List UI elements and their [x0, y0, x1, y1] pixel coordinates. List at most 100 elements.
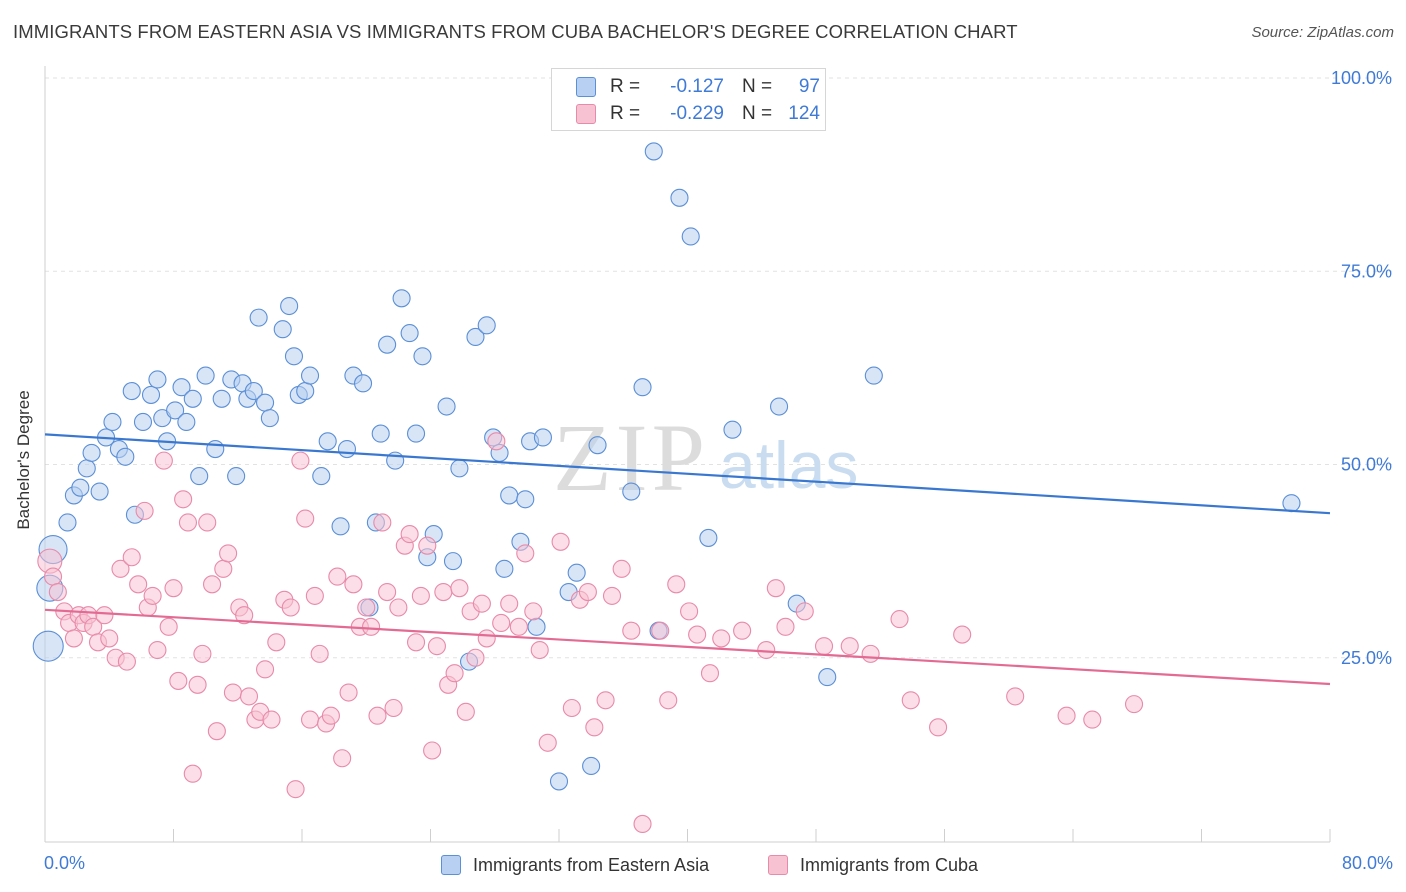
legend-swatch-eastern-asia	[576, 77, 596, 97]
legend-r-value: -0.229	[670, 103, 724, 124]
data-point	[776, 617, 795, 636]
chart-title: IMMIGRANTS FROM EASTERN ASIA VS IMMIGRAN…	[13, 21, 1018, 42]
data-point	[585, 718, 604, 737]
data-point	[337, 439, 357, 459]
data-point	[58, 513, 77, 532]
watermark-atlas: atlas	[719, 428, 858, 502]
bottom-legend-label: Immigrants from Cuba	[800, 854, 979, 875]
data-point	[82, 443, 101, 462]
data-point	[219, 544, 238, 563]
data-point	[840, 637, 859, 656]
data-point	[953, 625, 972, 644]
data-point	[122, 548, 141, 567]
data-point	[437, 397, 456, 416]
data-point	[212, 389, 231, 408]
data-point	[814, 637, 834, 656]
legend-n-label: N =	[742, 103, 773, 124]
data-point	[273, 320, 292, 339]
data-point	[71, 478, 90, 497]
data-point	[612, 559, 631, 578]
data-point	[43, 567, 63, 586]
bottom-legend-swatch-eastern-asia	[441, 855, 461, 875]
data-point	[466, 648, 485, 667]
data-point	[1083, 710, 1102, 729]
data-point	[117, 652, 136, 671]
data-point	[406, 424, 426, 443]
data-point	[159, 617, 178, 636]
legend-n-value: 124	[788, 103, 820, 124]
legend-n-label: N =	[742, 76, 773, 97]
data-point	[300, 710, 320, 729]
data-point	[328, 567, 347, 586]
data-point	[249, 308, 268, 327]
data-point	[371, 424, 390, 443]
data-point	[622, 621, 641, 640]
data-point	[456, 702, 475, 721]
data-point	[177, 412, 196, 432]
data-point	[148, 370, 167, 389]
data-point	[227, 467, 246, 486]
chart-source: Source: ZipAtlas.com	[1251, 24, 1394, 41]
data-point	[1282, 494, 1301, 513]
data-point	[582, 756, 601, 776]
series-cuba-points	[37, 432, 1144, 833]
data-point	[1006, 687, 1025, 706]
data-point	[214, 559, 233, 578]
data-point	[305, 586, 324, 605]
data-point	[445, 664, 464, 683]
data-point	[890, 610, 909, 629]
data-point	[122, 382, 141, 401]
data-point	[116, 447, 135, 466]
data-point	[524, 602, 543, 621]
legend-r-value: -0.127	[670, 76, 724, 97]
data-point	[712, 629, 731, 648]
data-point	[562, 698, 581, 718]
data-point	[633, 378, 652, 397]
bottom-legend-label: Immigrants from Eastern Asia	[473, 854, 710, 875]
data-point	[680, 602, 699, 621]
trend-lines	[44, 433, 1331, 686]
data-point	[90, 482, 109, 501]
data-point	[418, 536, 437, 555]
data-point	[818, 668, 837, 687]
data-point	[1057, 706, 1076, 725]
data-point	[723, 420, 742, 439]
y-tick-label: 50.0%	[1341, 455, 1392, 475]
data-point	[183, 764, 202, 783]
data-point	[378, 335, 397, 354]
data-point	[549, 772, 569, 791]
data-point	[300, 366, 320, 385]
data-point	[256, 393, 275, 412]
data-point	[333, 749, 352, 768]
data-point	[284, 347, 304, 366]
data-point	[239, 687, 259, 706]
data-point	[450, 579, 469, 598]
data-point	[434, 582, 453, 602]
data-point	[766, 579, 785, 598]
data-point	[602, 586, 622, 605]
data-point	[174, 490, 193, 509]
data-point	[100, 629, 119, 648]
data-point	[530, 640, 549, 660]
data-point	[368, 706, 387, 725]
data-point	[578, 582, 597, 602]
legend-row-eastern-asia: R = -0.127 N = 97	[576, 75, 820, 99]
data-point	[188, 675, 207, 694]
data-point	[353, 374, 373, 393]
data-point	[148, 640, 167, 660]
data-point	[400, 525, 419, 544]
data-point	[357, 598, 376, 617]
x-tick-label: 0.0%	[44, 853, 85, 873]
data-point	[172, 378, 191, 397]
data-point	[154, 451, 173, 470]
data-point	[196, 366, 215, 385]
data-point	[143, 586, 162, 605]
data-point	[373, 513, 392, 532]
data-point	[538, 733, 557, 752]
data-point	[296, 382, 315, 401]
data-point	[206, 439, 225, 459]
data-point	[622, 482, 641, 501]
data-point	[133, 412, 153, 432]
data-point	[477, 316, 496, 335]
